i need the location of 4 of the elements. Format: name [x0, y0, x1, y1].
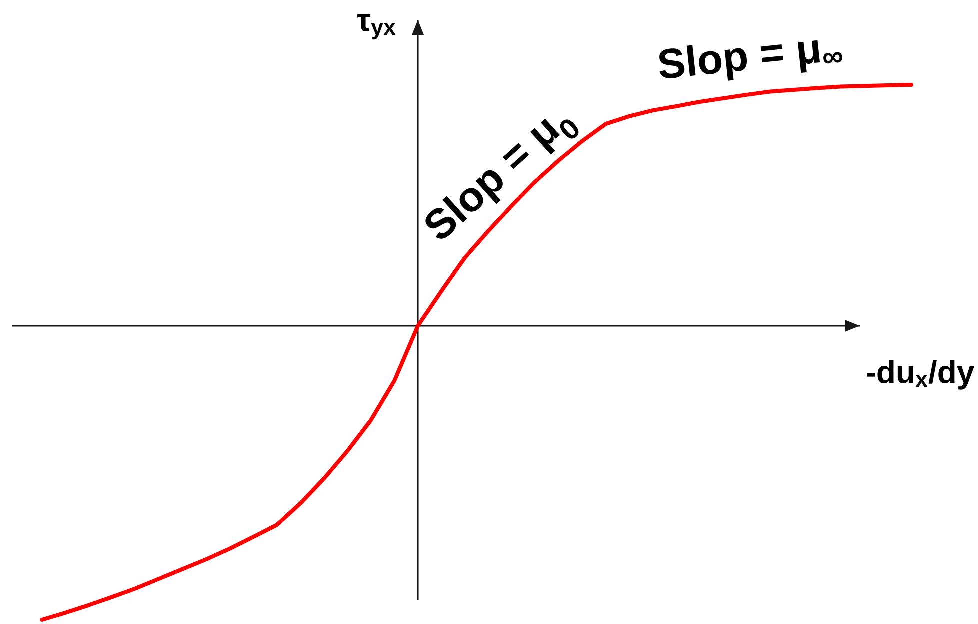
x-axis-title: -du$_{x}$/dy — [866, 360, 975, 390]
annotation: Slop = μ$_{0}$ — [426, 118, 579, 239]
y-axis-title: τ$_{yx}$ — [357, 14, 396, 40]
text: Slop = μ$_{∞}$ — [660, 40, 842, 81]
